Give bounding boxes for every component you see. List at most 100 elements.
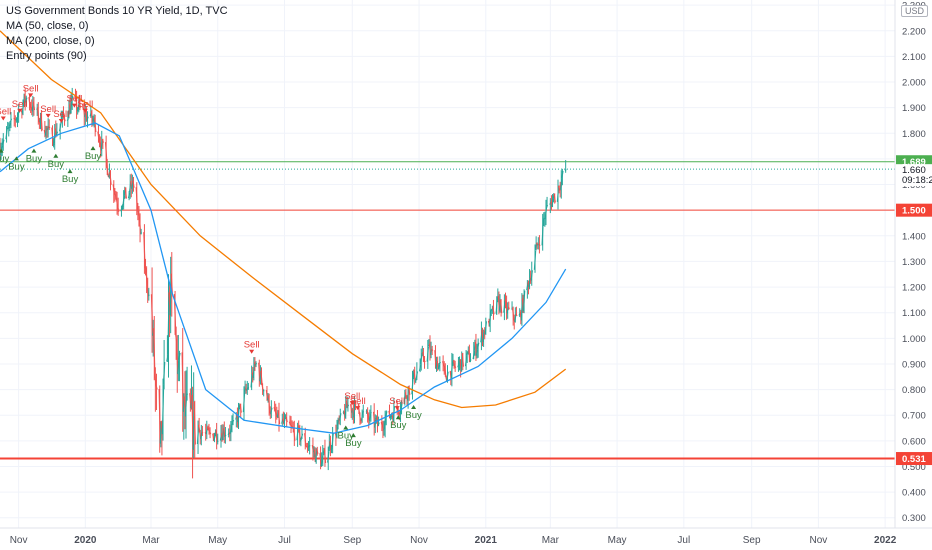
price-bar-body — [369, 411, 372, 414]
price-bar-body — [536, 242, 539, 246]
price-bar-body — [307, 445, 310, 448]
price-bar-body — [551, 198, 554, 207]
sell-arrow — [45, 113, 51, 118]
price-bar-body — [14, 118, 17, 121]
price-bar-body — [37, 107, 40, 123]
x-tick-label: Mar — [542, 535, 560, 546]
price-bar-body — [150, 294, 154, 336]
price-bar-body — [503, 300, 506, 313]
price-bar-body — [358, 412, 362, 421]
price-bar-body — [242, 392, 246, 413]
price-bar-body — [104, 142, 108, 161]
price-bar-body — [181, 352, 184, 413]
price-bar-body — [215, 430, 218, 443]
y-tick-label: 1.200 — [902, 283, 926, 294]
price-bar-body — [132, 180, 135, 188]
price-bar-body — [90, 111, 94, 122]
price-bar-body — [438, 361, 441, 365]
price-bar-body — [506, 307, 509, 314]
price-bar-body — [100, 139, 103, 151]
price-bar-body — [178, 352, 181, 361]
sell-arrow — [17, 108, 23, 113]
price-bar-body — [288, 421, 292, 426]
price-bar-body — [51, 127, 54, 146]
x-tick-label: May — [208, 535, 227, 546]
ma200-line — [0, 30, 567, 409]
y-tick-label: 2.100 — [902, 52, 926, 63]
price-bar-body — [283, 418, 286, 423]
price-bar-body — [45, 126, 49, 131]
current-price-countdown: 09:18:2 — [902, 175, 932, 186]
price-bar-body — [422, 351, 425, 361]
price-bar-body — [120, 207, 123, 212]
legend-ma200[interactable]: MA (200, close, 0) — [6, 35, 95, 47]
price-bar-body — [145, 268, 148, 287]
price-bar-body — [208, 430, 212, 435]
price-bar-body — [98, 139, 101, 145]
price-bar-body — [530, 270, 533, 281]
price-bar-body — [161, 384, 165, 435]
price-bar-body — [484, 321, 487, 334]
price-bar-body — [237, 407, 240, 422]
price-bar-body — [398, 413, 401, 416]
price-bar-body — [488, 311, 492, 327]
price-bar-body — [140, 232, 143, 235]
price-bar-body — [514, 314, 517, 322]
horizontal-levels[interactable] — [0, 161, 895, 460]
price-bar-body — [143, 232, 146, 268]
price-bar-body — [5, 128, 8, 140]
sell-label: Sell — [53, 109, 69, 120]
price-axis[interactable]: 2.3002.2002.1002.0001.9001.8001.7001.600… — [902, 1, 926, 525]
price-bar-body — [138, 217, 142, 235]
buy-arrow — [350, 433, 356, 438]
price-bar-body — [1, 145, 4, 150]
sell-arrow — [394, 406, 400, 411]
price-bar-body — [154, 374, 157, 385]
x-tick-label: Sep — [343, 535, 361, 546]
price-bar-body — [76, 109, 79, 112]
price-bar-body — [260, 370, 263, 385]
price-bar-body — [336, 419, 340, 427]
legend-entry-points[interactable]: Entry points (90) — [6, 50, 87, 62]
y-tick-label: 0.300 — [902, 513, 926, 524]
price-bar-body — [196, 425, 200, 445]
price-bar-body — [167, 292, 170, 355]
sell-label: Sell — [244, 340, 260, 351]
price-bar-body — [383, 418, 387, 430]
price-bar-body — [330, 447, 333, 450]
time-axis[interactable]: Nov 2020 Mar May Jul Sep Nov 2021 Mar May Jul Sep No… — [10, 535, 897, 546]
price-bar-body — [515, 313, 518, 317]
price-bar-body — [46, 126, 50, 130]
price-bar-body — [40, 113, 43, 131]
sell-label: Sell — [389, 396, 405, 407]
price-bar-body — [137, 213, 141, 219]
price-bar-body — [63, 116, 66, 122]
level-label: 0.531 — [902, 454, 926, 465]
y-tick-label: 2.000 — [902, 78, 926, 89]
price-bar-body — [300, 433, 304, 439]
price-bar-body — [404, 392, 408, 398]
x-tick-label: Nov — [810, 535, 828, 546]
current-price-label: 1.660 — [902, 165, 926, 176]
price-bar-body — [58, 123, 62, 132]
sell-label: Sell — [23, 83, 39, 94]
price-bar-body — [78, 101, 82, 108]
legend-title[interactable]: US Government Bonds 10 YR Yield, 1D, TVC — [6, 5, 228, 17]
price-bar-body — [136, 208, 140, 215]
price-bar-body — [254, 362, 258, 366]
buy-label: Buy — [62, 174, 79, 185]
price-bar-body — [299, 438, 303, 442]
price-bar-body — [559, 189, 562, 191]
price-bar-body — [561, 170, 564, 179]
price-bar-body — [426, 346, 430, 362]
price-bar-body — [250, 372, 253, 388]
sell-label: Sell — [0, 106, 11, 117]
price-bar-body — [213, 436, 216, 441]
legend-ma50[interactable]: MA (50, close, 0) — [6, 20, 89, 32]
price-bar-body — [109, 171, 112, 185]
price-bar-body — [66, 118, 69, 122]
currency-label[interactable]: USD — [900, 5, 928, 17]
x-tick-label: Sep — [743, 535, 761, 546]
